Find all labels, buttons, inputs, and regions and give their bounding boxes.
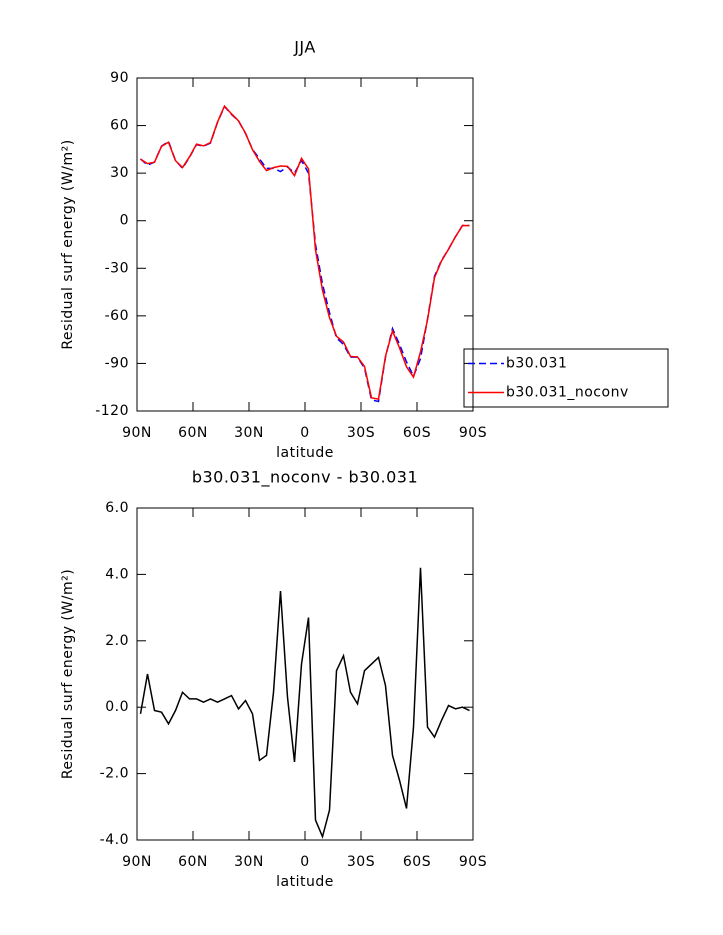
y-tick-label: 0.0 xyxy=(105,699,129,715)
x-tick-label: 90N xyxy=(122,854,152,870)
data-line xyxy=(139,105,470,403)
x-tick-label: 30S xyxy=(347,425,375,441)
x-tick-label: 30S xyxy=(347,854,375,870)
y-tick-label: 4.0 xyxy=(105,566,129,582)
y-tick-label: -2.0 xyxy=(100,766,129,782)
y-tick-label: -90 xyxy=(105,355,129,371)
y-axis-label: Residual surf energy (W/m²) xyxy=(60,569,76,779)
x-tick-label: 0 xyxy=(300,425,309,441)
x-axis-label: latitude xyxy=(276,445,334,461)
x-tick-label: 60S xyxy=(403,425,431,441)
x-axis-label: latitude xyxy=(276,874,334,890)
x-tick-label: 90S xyxy=(459,854,487,870)
chart-title: b30.031_noconv - b30.031 xyxy=(192,468,418,488)
y-axis-label: Residual surf energy (W/m²) xyxy=(60,139,76,349)
legend-label: b30.031_noconv xyxy=(506,385,629,401)
chart-title: JJA xyxy=(293,38,316,57)
x-tick-label: 60S xyxy=(403,854,431,870)
x-tick-label: 90S xyxy=(459,425,487,441)
x-tick-label: 0 xyxy=(300,854,309,870)
y-tick-label: -60 xyxy=(105,308,129,324)
data-line xyxy=(140,104,470,400)
x-tick-label: 30N xyxy=(234,854,264,870)
y-tick-label: -4.0 xyxy=(100,832,129,848)
plot-frame xyxy=(136,507,474,841)
x-tick-label: 60N xyxy=(178,425,208,441)
y-tick-label: 30 xyxy=(110,165,129,181)
legend-label: b30.031 xyxy=(506,356,567,372)
y-tick-label: 60 xyxy=(110,118,129,134)
y-tick-label: 90 xyxy=(110,70,129,86)
y-tick-label: -120 xyxy=(95,403,129,419)
y-tick-label: 2.0 xyxy=(105,633,129,649)
x-tick-label: 90N xyxy=(122,425,152,441)
legend-box xyxy=(463,348,669,408)
plot-frame xyxy=(136,77,474,412)
data-line xyxy=(139,567,470,839)
y-tick-label: -30 xyxy=(105,260,129,276)
y-tick-label: 0 xyxy=(120,213,129,229)
y-tick-label: 6.0 xyxy=(105,500,129,516)
x-tick-label: 30N xyxy=(234,425,264,441)
x-tick-label: 60N xyxy=(178,854,208,870)
